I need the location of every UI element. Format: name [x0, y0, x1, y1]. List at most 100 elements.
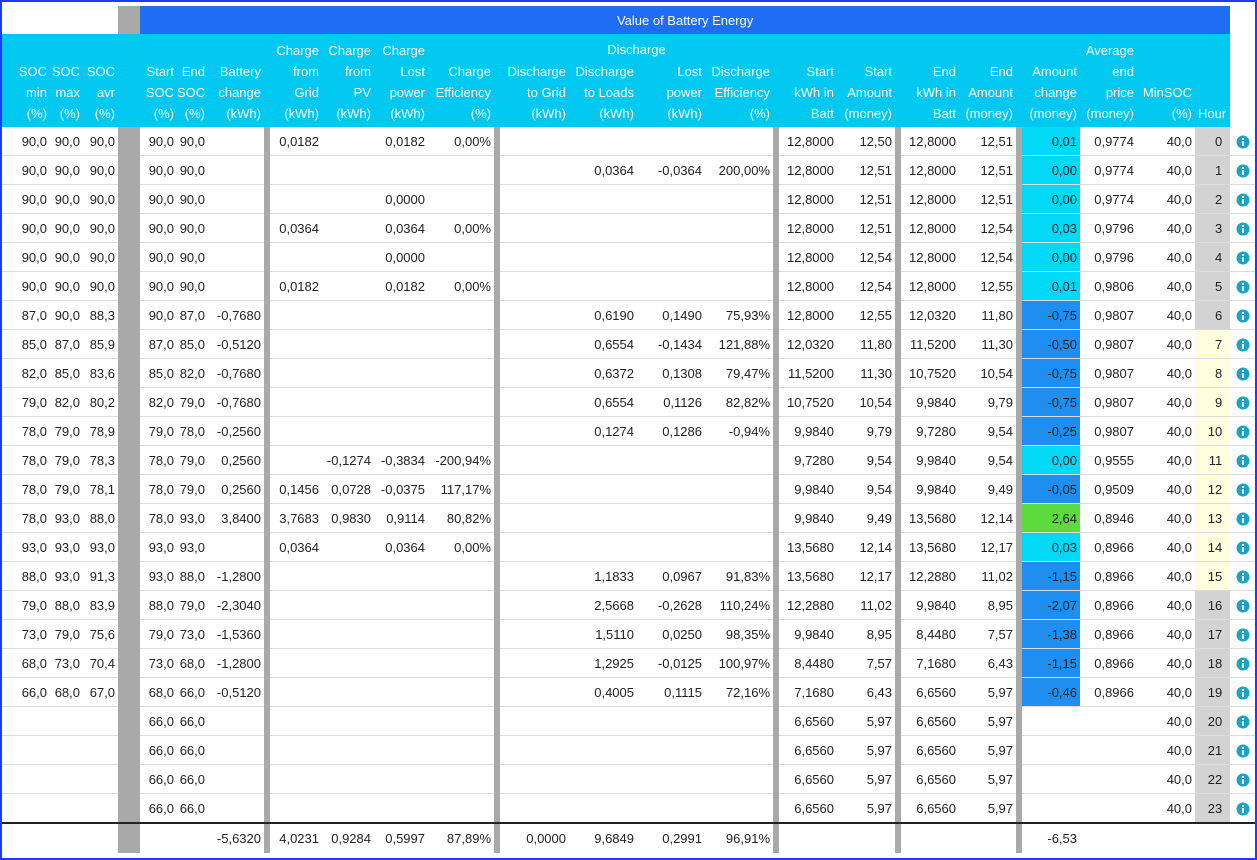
separator	[895, 822, 901, 853]
blank	[2, 677, 16, 707]
table-cell: 88,3	[83, 300, 118, 330]
table-cell: -0,2560	[208, 416, 264, 446]
header-line: to Grid	[526, 85, 566, 100]
blank	[1230, 822, 1255, 853]
table-cell: 9,79	[837, 416, 895, 446]
table-cell: 90,0	[16, 271, 50, 301]
info-icon[interactable]	[1236, 512, 1250, 526]
info-icon[interactable]	[1236, 280, 1250, 294]
table-cell: 0,1490	[637, 300, 705, 330]
info-bar	[1241, 372, 1244, 378]
separator	[895, 590, 901, 620]
header-line: end	[1112, 64, 1134, 79]
table-cell: 88,0	[16, 561, 50, 591]
header-line: max	[55, 85, 80, 100]
table-cell: 0,0364	[569, 155, 637, 185]
table-cell: 12,54	[959, 213, 1016, 243]
table-cell: 9,7280	[901, 416, 959, 446]
hour-cell: 19	[1195, 677, 1231, 707]
table-cell: 66,0	[177, 677, 208, 707]
info-icon[interactable]	[1236, 367, 1250, 381]
table-cell: 90,0	[83, 184, 118, 214]
table-cell: 0,0364	[270, 532, 322, 562]
info-icon[interactable]	[1236, 135, 1250, 149]
table-cell: 79,0	[140, 416, 177, 446]
separator	[264, 735, 270, 765]
header-line: (kWh)	[226, 106, 261, 121]
table-cell: 83,9	[83, 590, 118, 620]
info-icon[interactable]	[1236, 599, 1250, 613]
table-cell: -1,15	[1022, 561, 1080, 591]
blank	[2, 127, 16, 156]
separator	[895, 329, 901, 359]
info-icon[interactable]	[1236, 425, 1250, 439]
table-cell: 9,79	[959, 387, 1016, 417]
info-icon[interactable]	[1236, 570, 1250, 584]
info-icon[interactable]	[1236, 164, 1250, 178]
table-cell	[208, 271, 264, 301]
blank	[1230, 34, 1255, 127]
info-dot	[1241, 630, 1244, 633]
table-cell: 0,00%	[428, 127, 494, 156]
hour-cell: 15	[1195, 561, 1231, 591]
table-cell: 90,0	[177, 127, 208, 156]
table-cell: 12,8000	[901, 155, 959, 185]
info-bar	[1241, 633, 1244, 639]
table-cell	[569, 793, 637, 824]
table-cell	[270, 793, 322, 824]
info-dot	[1241, 282, 1244, 285]
table-cell: 1,1833	[569, 561, 637, 591]
table-cell: 88,0	[50, 590, 83, 620]
info-dot	[1241, 427, 1244, 430]
info-icon[interactable]	[1236, 454, 1250, 468]
table-cell	[270, 445, 322, 475]
table-cell: 78,3	[83, 445, 118, 475]
info-icon[interactable]	[1236, 222, 1250, 236]
blank	[2, 445, 16, 475]
table-cell	[500, 184, 569, 214]
info-icon[interactable]	[1236, 309, 1250, 323]
table-cell: 91,3	[83, 561, 118, 591]
info-icon[interactable]	[1236, 744, 1250, 758]
table-cell	[500, 503, 569, 533]
info-cell	[1230, 358, 1255, 388]
table-cell: 11,30	[837, 358, 895, 388]
table-cell	[322, 358, 374, 388]
table-cell: 12,8000	[901, 184, 959, 214]
info-icon[interactable]	[1236, 773, 1250, 787]
header-line: Average	[1085, 43, 1134, 58]
info-dot	[1241, 253, 1244, 256]
header-line: (kWh)	[336, 106, 371, 121]
hour-cell: 22	[1195, 764, 1231, 794]
separator	[1016, 677, 1022, 707]
info-icon[interactable]	[1236, 657, 1250, 671]
info-icon[interactable]	[1236, 802, 1250, 816]
info-icon[interactable]	[1236, 193, 1250, 207]
table-cell	[50, 764, 83, 794]
table-cell	[16, 793, 50, 824]
table-cell: 0,4005	[569, 677, 637, 707]
table-cell	[569, 127, 637, 156]
info-cell	[1230, 242, 1255, 272]
separator	[773, 242, 779, 272]
table-cell	[428, 648, 494, 678]
table-cell: 90,0	[50, 184, 83, 214]
header-line: to Loads	[584, 85, 634, 100]
info-bar	[1241, 198, 1244, 204]
table-cell	[322, 590, 374, 620]
info-icon[interactable]	[1236, 396, 1250, 410]
table-cell: 68,0	[177, 648, 208, 678]
table-cell	[322, 155, 374, 185]
header-line: (money)	[1086, 106, 1134, 121]
info-icon[interactable]	[1236, 338, 1250, 352]
info-icon[interactable]	[1236, 541, 1250, 555]
blank	[2, 184, 16, 214]
info-icon[interactable]	[1236, 251, 1250, 265]
info-icon[interactable]	[1236, 628, 1250, 642]
table-cell	[208, 127, 264, 156]
info-icon[interactable]	[1236, 715, 1250, 729]
info-icon[interactable]	[1236, 686, 1250, 700]
table-cell: 12,8000	[779, 300, 837, 330]
info-icon[interactable]	[1236, 483, 1250, 497]
header-line: Amount	[968, 85, 1013, 100]
